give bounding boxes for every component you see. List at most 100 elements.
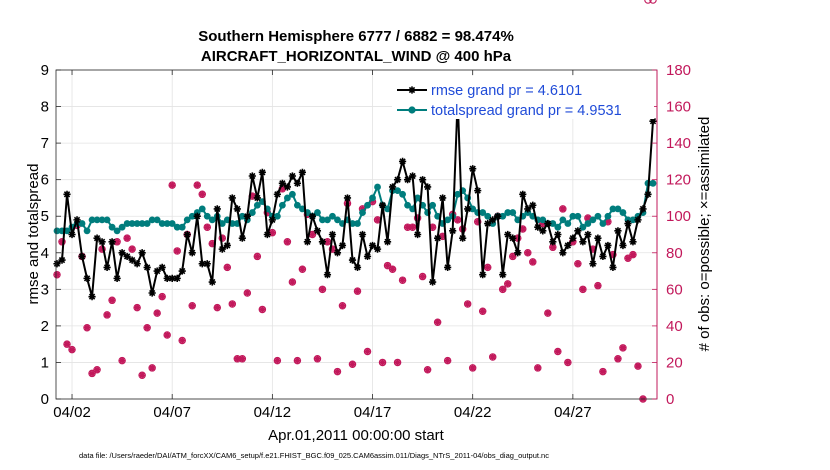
rmse-point-shape (163, 274, 171, 282)
totalspread-point (108, 223, 116, 231)
totalspread-point (53, 227, 61, 235)
obs-assimilated-point (284, 238, 291, 246)
rmse-point-shape (93, 234, 101, 242)
rmse-point-shape (494, 212, 502, 220)
rmse-point-shape (564, 241, 572, 250)
obs-assimilated-point-shape (414, 214, 421, 222)
title-block: Southern Hemisphere 6777 / 6882 = 98.474… (198, 28, 514, 65)
obs-assimilated-point-shape (249, 192, 256, 200)
totalspread-point (103, 216, 111, 224)
rmse-point (108, 238, 116, 246)
totalspread-point (324, 216, 331, 224)
rmse-point (484, 219, 492, 228)
rmse-point-shape (158, 263, 166, 271)
rmse-point (203, 260, 211, 268)
grid (56, 69, 657, 400)
rmse-point-shape (203, 260, 211, 268)
obs-assimilated-point (399, 276, 406, 284)
y-right-tick-label: 20 (666, 354, 683, 371)
obs-assimilated-point-shape (389, 265, 396, 273)
rmse-point (298, 168, 307, 176)
totalspread-point (153, 216, 161, 224)
rmse-point-shape (489, 216, 497, 224)
obs-assimilated-point-shape (564, 359, 572, 366)
rmse-point (173, 274, 181, 282)
rmse-point-shape (78, 252, 86, 261)
rmse-point-shape (589, 260, 597, 268)
obs-assimilated-point (289, 278, 296, 286)
obs-assimilated-point (254, 253, 261, 260)
rmse-point-shape (398, 157, 407, 165)
obs-assimilated-point-shape (439, 233, 446, 240)
rmse-point (243, 212, 251, 220)
obs-possible-point (649, 0, 657, 4)
axis-ticks: 04/02 04/07 04/12 04/17 04/22 04/27 0 1 2 3 4 5 6 7 8 9… (41, 62, 691, 421)
obs-assimilated-point (198, 190, 206, 198)
obs-assimilated-point (354, 287, 361, 295)
rmse-point-shape (143, 263, 151, 271)
rmse-point-shape (639, 205, 647, 213)
rmse-point-shape (118, 249, 126, 257)
obs-assimilated-point-shape (178, 337, 186, 344)
obs-assimilated-point-shape (68, 346, 76, 353)
totalspread-point (218, 220, 226, 227)
totalspread-point (294, 201, 301, 209)
obs-assimilated-point-shape (444, 357, 451, 364)
rmse-point-shape (258, 168, 266, 176)
rmse-point (158, 263, 166, 271)
rmse-point (163, 274, 171, 282)
y-right-tick-label: 40 (666, 318, 683, 335)
y-left-tick-label: 4 (41, 245, 49, 262)
rmse-point-shape (233, 205, 241, 213)
rmse-point (233, 205, 241, 213)
obs-assimilated-point (544, 309, 552, 317)
obs-assimilated-point (574, 260, 582, 268)
obs-assimilated-point-shape (579, 286, 587, 293)
totalspread-point (329, 212, 336, 220)
obs-assimilated-point (514, 234, 522, 242)
obs-assimilated-point-shape (614, 355, 622, 363)
obs-assimilated-point (384, 262, 391, 269)
rmse-point-shape (283, 183, 291, 191)
y-left-tick-label: 8 (41, 99, 49, 116)
plot-area-background (56, 70, 657, 399)
rmse-point (434, 234, 442, 242)
rmse-point-shape (524, 205, 532, 213)
rmse-point (63, 190, 71, 198)
rmse-point (208, 278, 216, 286)
rmse-point (178, 267, 186, 275)
y-left-tick-label: 0 (41, 391, 49, 408)
rmse-point-shape (138, 249, 146, 257)
obs-assimilated-point (324, 238, 331, 246)
totalspread-point (88, 216, 96, 224)
obs-assimilated-point (589, 245, 597, 253)
obs-assimilated-point (314, 355, 321, 363)
rmse-point (619, 241, 627, 250)
obs-assimilated-point (123, 234, 131, 242)
obs-assimilated-point-shape (474, 218, 482, 226)
rmse-point (539, 227, 547, 235)
obs-assimilated-point-shape (379, 359, 386, 366)
rmse-point (439, 194, 447, 202)
obs-assimilated-point-shape (599, 368, 607, 375)
totalspread-point (369, 194, 376, 202)
rmse-point-shape (278, 179, 286, 187)
obs-assimilated-point-shape (369, 198, 376, 205)
obs-assimilated-point (339, 302, 346, 310)
rmse-point-shape (559, 249, 567, 257)
obs-assimilated-point-shape (424, 366, 431, 374)
rmse-point (479, 271, 487, 279)
obs-assimilated-point (434, 318, 441, 326)
rmse-point (614, 227, 622, 235)
obs-assimilated-point (359, 205, 366, 213)
rmse-point (373, 245, 382, 253)
rmse-point-shape (549, 238, 557, 246)
rmse-point-shape (509, 234, 517, 242)
rmse-point-shape (58, 256, 66, 264)
obs-assimilated-point-shape (239, 355, 246, 363)
rmse-point (58, 256, 66, 264)
rmse-point (308, 212, 317, 220)
rmse-point-shape (624, 219, 632, 228)
obs-assimilated-point-shape (98, 245, 106, 253)
obs-assimilated-point-shape (203, 223, 211, 231)
